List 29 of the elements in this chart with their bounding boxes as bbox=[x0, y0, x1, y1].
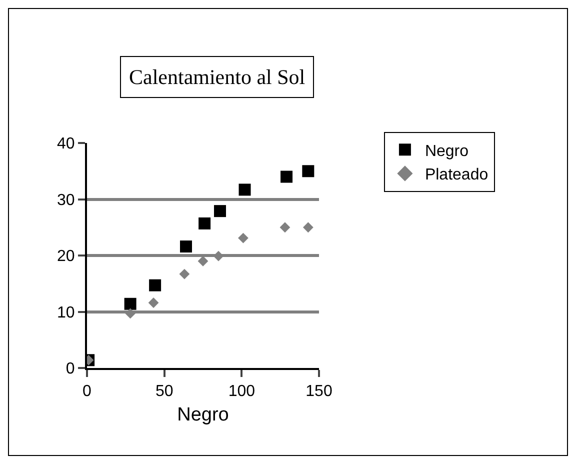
y-tick-label: 30 bbox=[57, 192, 75, 209]
point bbox=[198, 256, 208, 266]
chart-title: Calentamiento al Sol bbox=[129, 65, 306, 89]
point bbox=[213, 250, 224, 262]
y-tick-label: 10 bbox=[57, 304, 75, 322]
x-tick-label: 100 bbox=[228, 383, 256, 400]
legend-label: Plateado bbox=[424, 166, 488, 184]
point bbox=[302, 222, 314, 233]
point bbox=[149, 279, 162, 292]
x-tick-label: 50 bbox=[155, 383, 174, 400]
point bbox=[280, 222, 290, 233]
x-tick-label: 150 bbox=[306, 383, 332, 400]
point bbox=[198, 217, 211, 230]
point bbox=[148, 298, 159, 308]
x-tick-label: 0 bbox=[82, 383, 92, 400]
point bbox=[214, 205, 226, 218]
point bbox=[302, 165, 314, 178]
point bbox=[238, 184, 251, 196]
point bbox=[125, 308, 136, 319]
y-tick-label: 20 bbox=[57, 248, 75, 266]
point bbox=[180, 240, 192, 252]
legend-label: Negro bbox=[424, 142, 469, 160]
point bbox=[124, 298, 136, 310]
y-tick-label: 0 bbox=[66, 360, 75, 378]
y-tick-label: 40 bbox=[57, 136, 75, 153]
point bbox=[238, 232, 248, 244]
point bbox=[280, 170, 293, 183]
point bbox=[179, 268, 190, 280]
x-axis-title: Negro bbox=[177, 404, 229, 426]
